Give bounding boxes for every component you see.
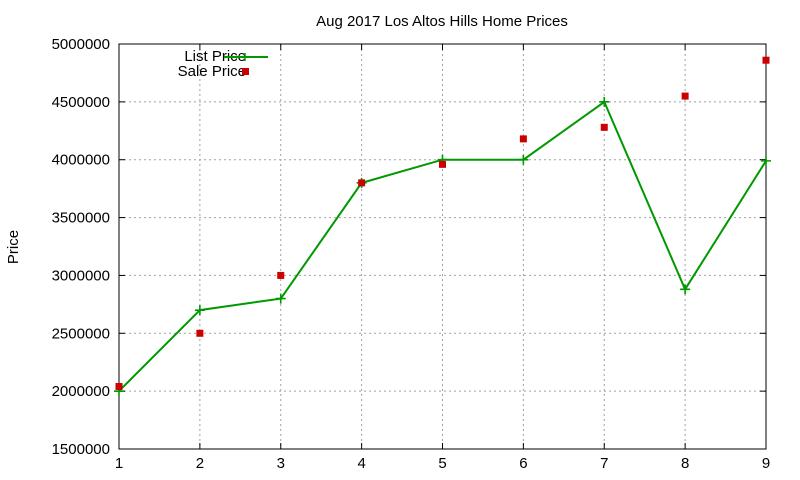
sale-price-marker — [519, 135, 527, 143]
legend-marker-list-price — [241, 53, 249, 61]
y-axis-label: Price — [5, 230, 22, 264]
list-price-marker — [518, 154, 529, 165]
legend-label-sale-price: Sale Price — [178, 63, 246, 80]
x-tick-label: 6 — [519, 455, 527, 472]
sale-price-marker — [277, 271, 285, 279]
list-price-marker — [599, 96, 610, 107]
y-tick-label: 4500000 — [52, 94, 110, 111]
y-tick-label: 3000000 — [52, 267, 110, 284]
list-price-marker — [761, 155, 771, 166]
sale-price-marker — [762, 56, 770, 64]
sale-price-marker — [681, 92, 689, 100]
x-tick-label: 3 — [277, 455, 285, 472]
x-tick-label: 4 — [357, 455, 365, 472]
axis-ticks — [118, 43, 767, 450]
x-tick-labels: 1 2 3 4 5 6 7 8 9 — [115, 455, 770, 472]
legend-marker-sale-price — [242, 68, 249, 75]
y-tick-label: 5000000 — [52, 36, 110, 53]
sale-price-marker — [600, 123, 608, 131]
y-tick-label: 3500000 — [52, 210, 110, 227]
x-tick-label: 1 — [115, 455, 123, 472]
sale-price-marker — [358, 179, 366, 187]
grid-lines — [119, 44, 766, 449]
list-price-marker — [680, 284, 691, 295]
legend: List Price Sale Price — [178, 48, 268, 80]
x-tick-label: 9 — [762, 455, 770, 472]
x-tick-label: 2 — [196, 455, 204, 472]
series-layer — [114, 56, 771, 397]
list-price-marker — [275, 293, 286, 304]
sale-price-marker — [115, 383, 123, 391]
y-tick-labels: 1500000 2000000 2500000 3000000 3500000 40000… — [52, 36, 110, 458]
sale-price-marker — [439, 160, 446, 168]
y-tick-label: 4000000 — [52, 152, 110, 169]
x-tick-label: 7 — [600, 455, 608, 472]
chart-title: Aug 2017 Los Altos Hills Home Prices — [316, 13, 568, 30]
list-price-marker — [194, 305, 205, 316]
x-tick-label: 5 — [438, 455, 446, 472]
y-tick-label: 1500000 — [52, 441, 110, 458]
x-tick-label: 8 — [681, 455, 689, 472]
sale-price-marker — [196, 329, 204, 337]
legend-label-list-price: List Price — [184, 48, 246, 65]
y-tick-label: 2500000 — [52, 325, 110, 342]
y-tick-label: 2000000 — [52, 383, 110, 400]
